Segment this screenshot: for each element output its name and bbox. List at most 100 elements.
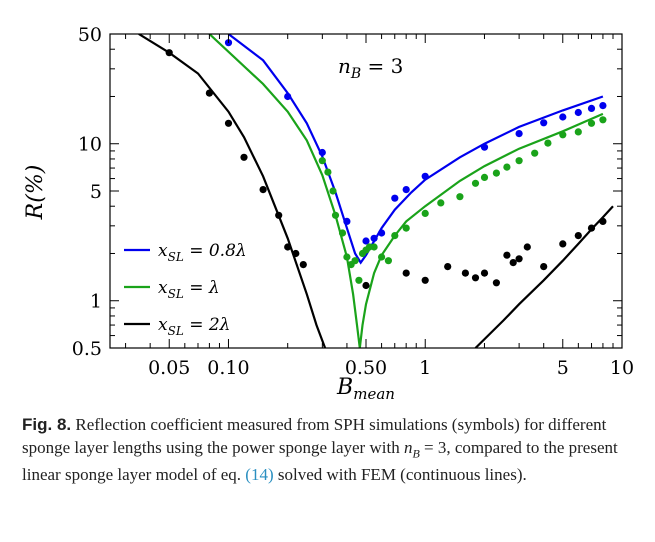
- sph-point-sl-0p8lambda: [318, 148, 326, 157]
- sph-point-sl-2lambda: [471, 274, 480, 282]
- x-tick-label: 10: [610, 357, 634, 379]
- sph-point-sl-lambda: [329, 187, 337, 195]
- y-axis-label: R(%): [23, 165, 48, 221]
- sph-point-sl-lambda: [437, 199, 445, 207]
- sph-point-sl-0p8lambda: [587, 104, 596, 112]
- sph-point-sl-lambda: [402, 224, 410, 232]
- caption-text-after: solved with FEM (continuous lines).: [273, 465, 527, 485]
- sph-point-sl-lambda: [574, 128, 582, 136]
- sph-point-sl-2lambda: [299, 261, 307, 269]
- sph-point-sl-2lambda: [480, 269, 489, 277]
- sph-point-sl-2lambda: [523, 243, 531, 251]
- sph-point-sl-2lambda: [275, 211, 283, 219]
- sph-point-sl-2lambda: [292, 249, 300, 258]
- y-tick-label: 0.5: [72, 338, 102, 360]
- y-tick-label: 10: [78, 134, 102, 156]
- sph-point-sl-0p8lambda: [362, 237, 370, 245]
- plot-frame: [109, 33, 623, 349]
- sph-point-sl-lambda: [480, 173, 489, 181]
- y-tick-label: 5: [90, 181, 102, 203]
- y-tick-label: 50: [78, 24, 102, 46]
- sph-point-sl-0p8lambda: [343, 217, 351, 225]
- sph-point-sl-0p8lambda: [391, 194, 399, 202]
- legend-label: xSL = 0.8λ: [158, 241, 247, 264]
- sph-point-sl-0p8lambda: [370, 234, 378, 242]
- sph-point-sl-lambda: [370, 243, 378, 251]
- sph-point-sl-2lambda: [559, 240, 567, 248]
- sph-point-sl-2lambda: [587, 224, 596, 232]
- sph-point-sl-2lambda: [515, 255, 523, 263]
- caption-text-before: Reflection coefficient measured from SPH…: [22, 415, 607, 457]
- caption-math-sub: B: [412, 445, 420, 460]
- caption-text-mid: = 3, compared to the present linear spon…: [22, 437, 618, 485]
- sph-point-sl-lambda: [503, 163, 511, 171]
- sph-point-sl-lambda: [331, 211, 340, 219]
- sph-point-sl-lambda: [421, 209, 429, 217]
- annotation-nb: nB = 3: [338, 54, 403, 82]
- figure-caption: Fig. 8. Reflection coefficient measured …: [22, 414, 637, 487]
- sph-point-sl-lambda: [471, 179, 480, 187]
- sph-point-sl-0p8lambda: [540, 119, 548, 127]
- sph-point-sl-lambda: [378, 253, 386, 261]
- sph-point-sl-0p8lambda: [284, 92, 292, 101]
- sph-point-sl-0p8lambda: [378, 229, 386, 237]
- sph-point-sl-2lambda: [574, 232, 582, 240]
- sph-point-sl-2lambda: [599, 217, 607, 225]
- sph-point-sl-0p8lambda: [559, 113, 567, 121]
- sph-point-sl-lambda: [355, 276, 363, 284]
- sph-point-sl-2lambda: [402, 269, 410, 277]
- sph-point-sl-0p8lambda: [421, 172, 429, 180]
- sph-point-sl-lambda: [599, 116, 607, 124]
- fem-line-sl-2lambda-branch: [474, 205, 614, 348]
- sph-point-sl-lambda: [531, 149, 539, 157]
- sph-point-sl-2lambda: [492, 279, 500, 287]
- x-axis-label: Bmean: [336, 375, 395, 403]
- sph-point-sl-lambda: [384, 257, 392, 265]
- legend-label: xSL = 2λ: [158, 315, 230, 338]
- x-tick-label: 0.10: [207, 357, 249, 379]
- caption-eq-ref[interactable]: (14): [245, 465, 274, 485]
- sph-point-sl-2lambda: [503, 251, 511, 259]
- x-tick-label: 0.50: [345, 357, 387, 379]
- fem-line-sl-2lambda: [138, 34, 327, 348]
- sph-point-sl-lambda: [492, 169, 500, 177]
- sph-point-sl-2lambda: [362, 281, 370, 290]
- sph-point-sl-2lambda: [461, 269, 469, 277]
- sph-point-sl-lambda: [324, 168, 332, 176]
- sph-point-sl-2lambda: [421, 276, 429, 284]
- sph-point-sl-0p8lambda: [515, 130, 523, 138]
- caption-math: n: [403, 437, 413, 457]
- fem-line-sl-lambda: [208, 34, 604, 348]
- sph-point-sl-lambda: [587, 119, 596, 127]
- sph-point-sl-lambda: [515, 157, 523, 165]
- y-tick-label: 1: [90, 291, 102, 313]
- x-tick-label: 0.05: [148, 357, 190, 379]
- sph-point-sl-0p8lambda: [599, 102, 607, 110]
- sph-point-sl-0p8lambda: [402, 186, 410, 194]
- caption-label: Fig. 8.: [22, 415, 72, 434]
- sph-point-sl-lambda: [338, 229, 347, 237]
- sph-point-sl-0p8lambda: [480, 143, 489, 151]
- legend-label: xSL = λ: [158, 278, 220, 301]
- sph-point-sl-2lambda: [205, 89, 213, 97]
- reflection-coefficient-chart: 0.05 0.10 0.50 1 5 10 0.5 1 5 10 50 R(%) Bmean nB …: [23, 24, 634, 403]
- sph-point-sl-2lambda: [240, 153, 248, 161]
- legend: xSL = 0.8λ xSL = λ xSL = 2λ: [124, 241, 247, 338]
- sph-point-sl-lambda: [544, 139, 552, 147]
- sph-point-sl-2lambda: [509, 259, 517, 267]
- sph-point-sl-2lambda: [165, 49, 173, 57]
- x-tick-label: 1: [419, 357, 431, 379]
- sph-point-sl-2lambda: [540, 263, 548, 271]
- sph-point-sl-2lambda: [259, 186, 267, 194]
- sph-point-sl-2lambda: [284, 243, 292, 251]
- sph-point-sl-2lambda: [444, 263, 452, 271]
- sph-point-sl-lambda: [351, 257, 359, 265]
- x-tick-label: 5: [557, 357, 569, 379]
- sph-point-sl-lambda: [391, 232, 399, 240]
- sph-point-sl-lambda: [318, 157, 326, 165]
- sph-point-sl-lambda: [343, 253, 351, 261]
- sph-point-sl-lambda: [559, 131, 567, 139]
- sph-point-sl-0p8lambda: [574, 108, 582, 117]
- sph-point-sl-lambda: [456, 193, 464, 201]
- sph-point-sl-2lambda: [224, 119, 233, 127]
